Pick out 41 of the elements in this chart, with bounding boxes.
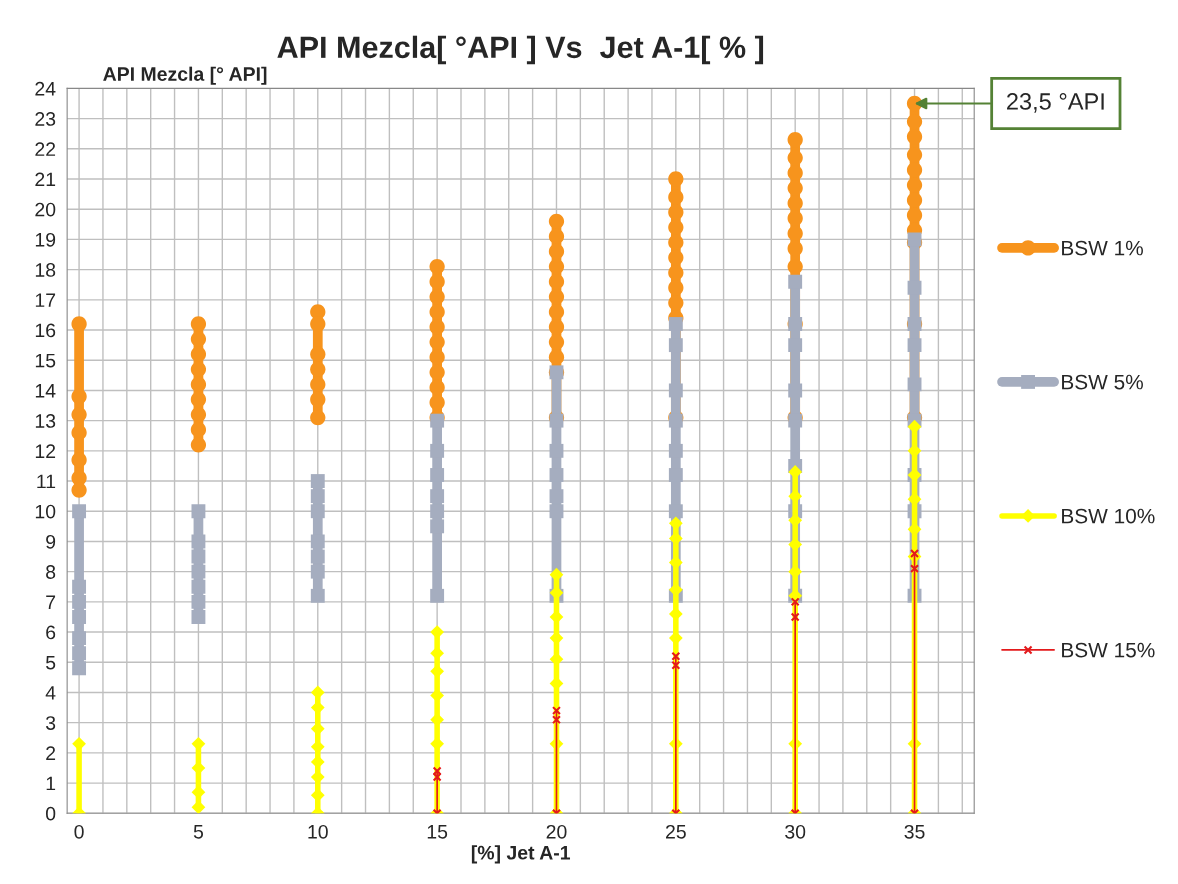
x-tick-label: 35 xyxy=(904,824,925,839)
y-tick-label: 13 xyxy=(35,414,56,428)
x-tick-label: 15 xyxy=(427,825,448,839)
legend-label: BSW 10% xyxy=(1062,508,1155,524)
x-tick-label: 30 xyxy=(785,824,806,839)
y-axis-title: API Mezcla [° API] xyxy=(103,66,267,85)
y-tick-label: 11 xyxy=(37,474,56,489)
y-tick-label: 22 xyxy=(35,142,56,156)
y-tick-label: 23 xyxy=(35,112,56,126)
y-tick-label: 16 xyxy=(35,323,56,338)
legend-label: BSW 5% xyxy=(1062,374,1143,390)
y-tick-label: 12 xyxy=(35,444,56,458)
y-tick-label: 24 xyxy=(35,81,56,96)
y-tick-label: 6 xyxy=(46,625,56,640)
x-tick-label: 10 xyxy=(308,824,328,839)
y-tick-label: 14 xyxy=(35,384,56,398)
y-tick-label: 1 xyxy=(46,776,56,791)
y-tick-label: 5 xyxy=(46,655,56,670)
y-tick-label: 18 xyxy=(35,263,56,277)
x-tick-label: 20 xyxy=(546,824,567,839)
legend-label: BSW 15% xyxy=(1062,642,1155,658)
y-tick-label: 15 xyxy=(35,353,56,368)
y-tick-label: 17 xyxy=(35,293,56,307)
annotation: 23,5 °API xyxy=(1007,93,1104,113)
x-tick-label: 0 xyxy=(74,824,84,839)
y-tick-label: 2 xyxy=(46,746,56,760)
y-tick-label: 0 xyxy=(45,806,56,821)
y-tick-label: 4 xyxy=(45,686,56,700)
y-tick-label: 9 xyxy=(46,534,56,549)
y-tick-label: 20 xyxy=(35,202,56,217)
x-tick-label: 5 xyxy=(193,825,204,839)
chart-title: API Mezcla[ °API ] Vs Jet A-1[ % ] xyxy=(277,35,764,65)
y-tick-label: 10 xyxy=(35,504,56,519)
legend-label: BSW 1% xyxy=(1062,240,1143,256)
y-tick-label: 3 xyxy=(45,716,56,730)
y-tick-label: 21 xyxy=(35,172,56,187)
y-tick-label: 19 xyxy=(35,232,56,247)
x-tick-label: 25 xyxy=(666,824,686,839)
x-axis-title: [%] Jet A-1 xyxy=(471,845,571,864)
y-tick-label: 8 xyxy=(46,565,56,579)
y-tick-label: 7 xyxy=(46,595,56,609)
